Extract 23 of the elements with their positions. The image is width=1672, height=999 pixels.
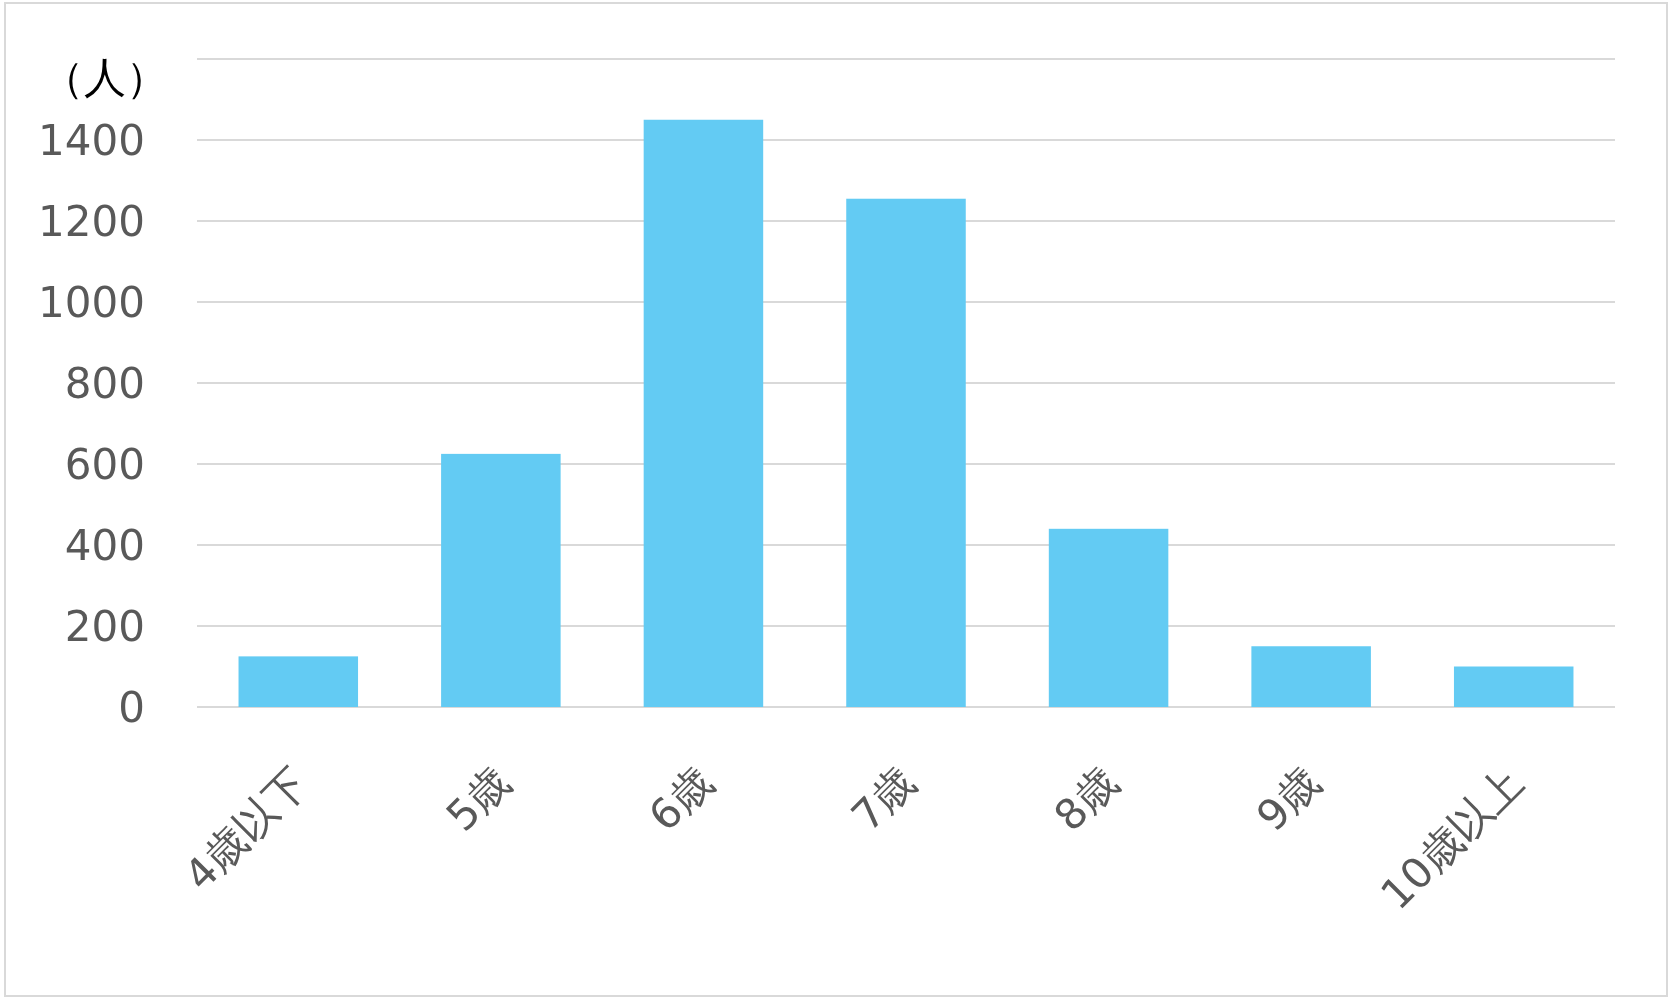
y-tick-label: 400 bbox=[64, 521, 145, 570]
y-tick-label: 1000 bbox=[38, 278, 145, 327]
x-tick-label: 6歳 bbox=[639, 757, 723, 841]
x-tick-label: 7歳 bbox=[841, 757, 926, 841]
x-tick-label: 4歳以下 bbox=[174, 757, 318, 901]
bar bbox=[1453, 666, 1574, 707]
x-tick-label: 10歳以上 bbox=[1371, 757, 1533, 919]
x-tick-label: 5歳 bbox=[436, 757, 520, 841]
x-tick-label: 8歳 bbox=[1044, 757, 1128, 841]
y-axis-title: （人） bbox=[42, 53, 168, 102]
y-tick-label: 1200 bbox=[38, 197, 145, 246]
y-tick-label: 0 bbox=[118, 683, 145, 732]
bar bbox=[1048, 528, 1169, 707]
bar bbox=[1251, 646, 1371, 707]
bar bbox=[846, 198, 966, 707]
bar bbox=[643, 119, 764, 707]
y-tick-label: 600 bbox=[64, 440, 145, 489]
x-tick-label: 9歳 bbox=[1246, 757, 1331, 841]
bar bbox=[441, 453, 561, 707]
y-tick-label: 200 bbox=[64, 602, 145, 651]
y-tick-label: 800 bbox=[64, 359, 145, 408]
bar bbox=[238, 656, 359, 707]
y-tick-label: 1400 bbox=[38, 116, 145, 165]
